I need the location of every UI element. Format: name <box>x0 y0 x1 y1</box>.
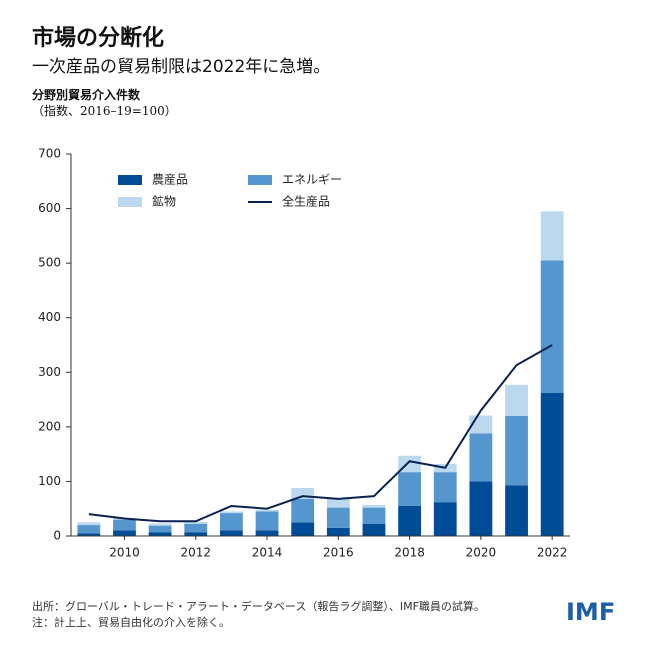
bar <box>326 507 350 528</box>
legend-label: 農産品 <box>152 172 188 187</box>
line <box>88 344 553 523</box>
bar <box>291 498 315 523</box>
title: 市場の分断化 <box>32 26 165 51</box>
bar <box>326 527 350 536</box>
y-tick-label: 200 <box>38 419 61 433</box>
bar <box>505 384 528 416</box>
y-axis-note: （指数、2016–19=100） <box>32 104 177 118</box>
y-tick-label: 300 <box>38 365 61 379</box>
legend-label: 全生産品 <box>282 194 330 209</box>
bar <box>469 481 493 536</box>
bar <box>255 509 279 512</box>
bar <box>291 522 315 536</box>
bar <box>184 532 208 536</box>
bar <box>148 525 172 533</box>
note: 注：計上上、貿易自由化の介入を除く。 <box>32 616 230 629</box>
bar <box>148 532 172 536</box>
bar <box>505 485 528 536</box>
bar <box>362 504 386 508</box>
source: 出所：グローバル・トレード・アラート・データベース（報告ラグ調整）、IMF職員の… <box>32 600 485 613</box>
x-tick-label: 2016 <box>323 546 354 560</box>
y-axis-title: 分野別貿易介入件数 <box>32 88 141 102</box>
x-tick-label: 2012 <box>180 546 211 560</box>
bar <box>219 530 243 536</box>
logo: IMF <box>566 598 616 626</box>
bar <box>540 260 564 394</box>
y-tick-label: 100 <box>38 474 61 488</box>
bar <box>77 533 101 536</box>
bar <box>219 513 243 531</box>
y-tick-label: 600 <box>38 201 61 215</box>
bar <box>469 433 493 482</box>
legend-swatch <box>248 175 272 185</box>
bar <box>219 511 243 514</box>
bar <box>362 507 386 524</box>
x-tick-label: 2022 <box>537 546 568 560</box>
bar <box>433 502 457 536</box>
bar <box>113 530 136 536</box>
bar <box>540 393 564 536</box>
bar <box>505 415 528 486</box>
legend-swatch <box>118 175 142 185</box>
bar <box>148 523 172 526</box>
legend-swatch <box>118 197 142 207</box>
bar <box>77 525 101 534</box>
bar <box>540 211 564 261</box>
x-tick-label: 2014 <box>252 546 283 560</box>
legend-label: 鉱物 <box>152 194 176 209</box>
bar <box>184 523 208 533</box>
legend-label: エネルギー <box>282 173 342 187</box>
bar <box>291 487 315 499</box>
bar <box>326 498 350 508</box>
bar <box>398 505 422 536</box>
bar <box>398 472 422 506</box>
x-tick-label: 2018 <box>394 546 425 560</box>
bar <box>255 530 279 536</box>
y-tick-label: 700 <box>38 147 61 161</box>
bar <box>113 519 136 531</box>
subtitle: 一次産品の貿易制限は2022年に急増。 <box>32 57 331 77</box>
x-tick-label: 2010 <box>109 546 140 560</box>
y-tick-label: 500 <box>38 256 61 270</box>
bar <box>184 521 208 524</box>
bar <box>255 511 279 531</box>
y-tick-label: 400 <box>38 310 61 324</box>
bar <box>77 522 101 526</box>
bar <box>362 523 386 536</box>
bar <box>433 472 457 503</box>
x-tick-label: 2020 <box>466 546 497 560</box>
y-tick-label: 0 <box>53 529 61 543</box>
